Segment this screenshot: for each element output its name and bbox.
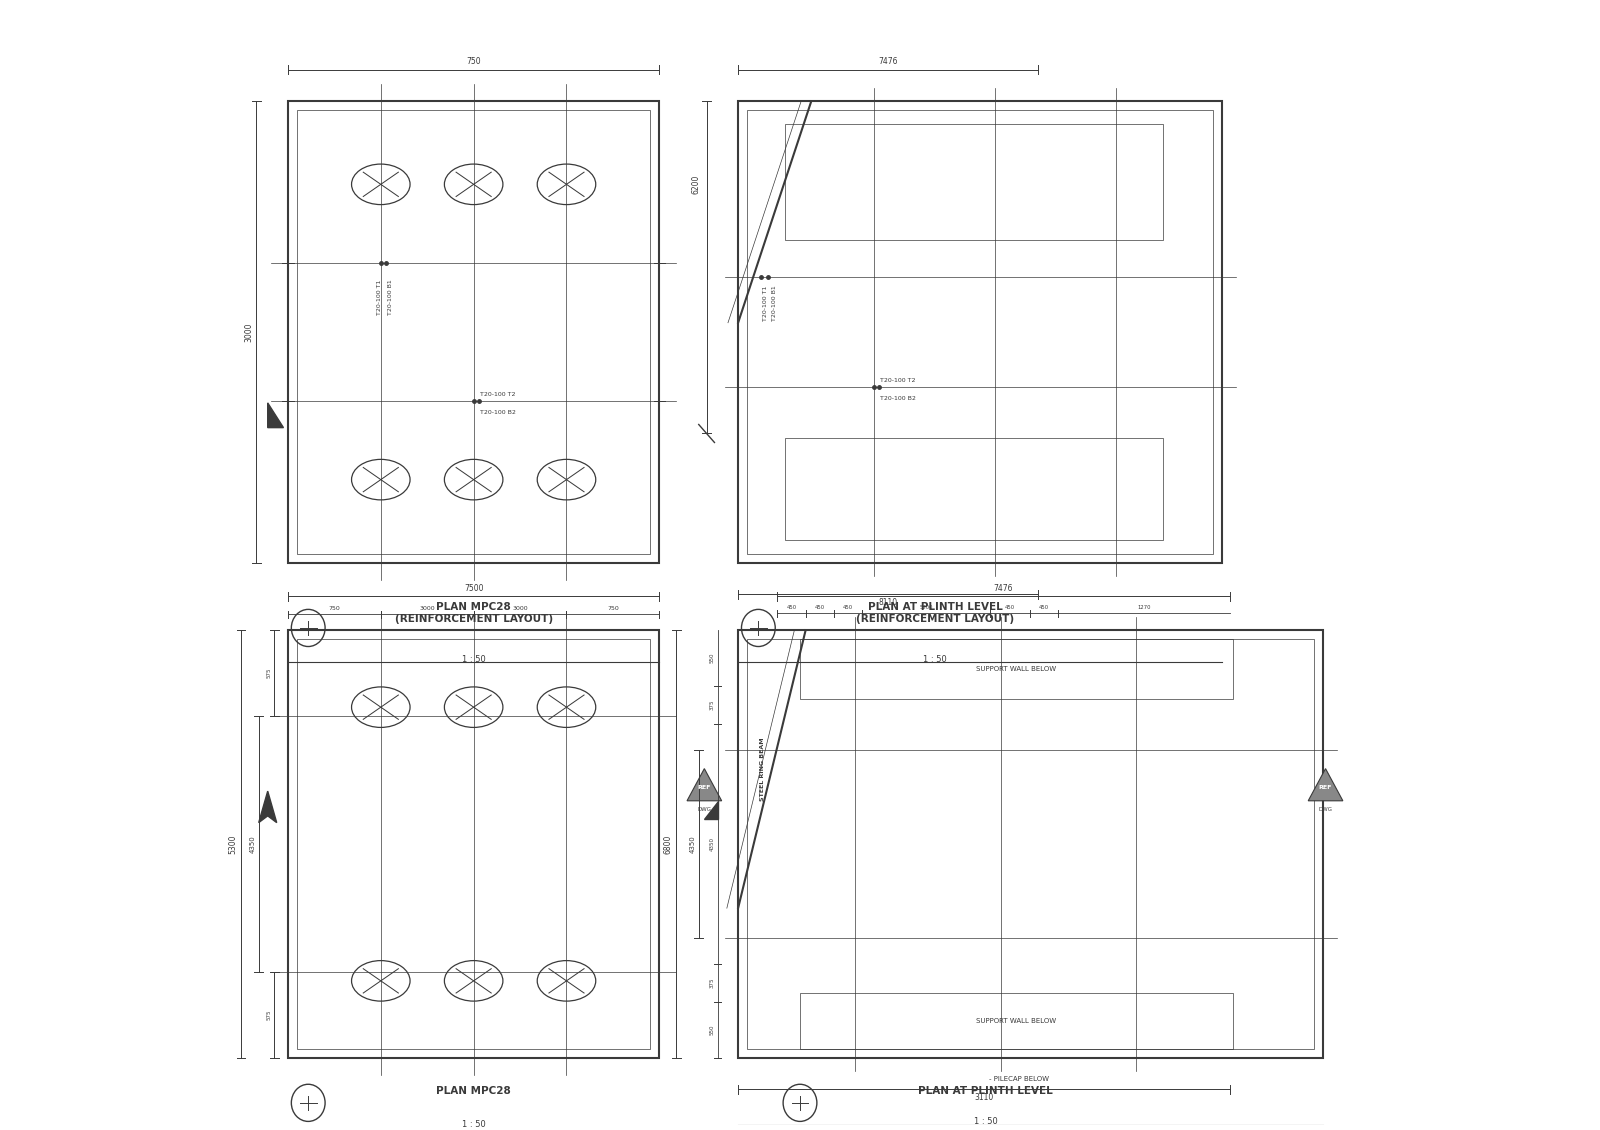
Text: PLAN AT PLINTH LEVEL
(REINFORCEMENT LAYOUT): PLAN AT PLINTH LEVEL (REINFORCEMENT LAYO…	[856, 602, 1014, 624]
Bar	[288, 631, 659, 1058]
Text: 1 : 50: 1 : 50	[974, 1118, 997, 1127]
Text: SUPPORT WALL BELOW: SUPPORT WALL BELOW	[976, 666, 1056, 672]
Text: 550: 550	[709, 1025, 715, 1035]
Ellipse shape	[538, 960, 595, 1001]
Text: 550: 550	[709, 653, 715, 663]
Text: 575: 575	[266, 668, 270, 678]
Text: 1270: 1270	[1138, 605, 1150, 610]
Text: 4350: 4350	[250, 835, 256, 853]
Text: 7476: 7476	[878, 58, 898, 67]
Bar	[786, 438, 1163, 540]
Text: 575: 575	[266, 1010, 270, 1020]
Text: 5300: 5300	[229, 834, 237, 854]
Text: 3000: 3000	[419, 606, 435, 611]
Text: T20-100 B2: T20-100 B2	[480, 410, 517, 415]
Ellipse shape	[352, 164, 410, 205]
Text: T20-100 B1: T20-100 B1	[771, 285, 778, 321]
Text: 4350: 4350	[690, 835, 696, 853]
Bar	[298, 640, 650, 1049]
Text: 375: 375	[709, 699, 715, 711]
Text: T20-100 T1: T20-100 T1	[378, 280, 382, 315]
Text: 450: 450	[787, 605, 797, 610]
Text: T20-100 B2: T20-100 B2	[880, 396, 917, 401]
Text: STEEL RING BEAM: STEEL RING BEAM	[760, 738, 765, 801]
Text: 1 : 50: 1 : 50	[462, 1120, 485, 1129]
Text: 6800: 6800	[664, 834, 674, 853]
Text: PLAN MPC28
(REINFORCEMENT LAYOUT): PLAN MPC28 (REINFORCEMENT LAYOUT)	[395, 602, 552, 624]
Text: 1 : 50: 1 : 50	[462, 655, 485, 664]
Text: 750: 750	[606, 606, 619, 611]
Bar	[800, 640, 1234, 699]
Text: SUPPORT WALL BELOW: SUPPORT WALL BELOW	[976, 1018, 1056, 1024]
Text: 3000: 3000	[512, 606, 528, 611]
Text: T20-100 B1: T20-100 B1	[387, 279, 392, 315]
Text: T20-100 T2: T20-100 T2	[880, 377, 915, 383]
Text: 375: 375	[709, 977, 715, 989]
Bar	[800, 993, 1234, 1049]
Ellipse shape	[352, 687, 410, 728]
Text: 7476: 7476	[994, 584, 1013, 593]
Bar	[738, 631, 1323, 1058]
Bar	[747, 111, 1213, 554]
Text: 5200: 5200	[920, 605, 933, 610]
Ellipse shape	[291, 609, 325, 646]
Text: PLAN AT PLINTH LEVEL: PLAN AT PLINTH LEVEL	[918, 1086, 1053, 1096]
Ellipse shape	[291, 1085, 325, 1121]
Text: 3110: 3110	[974, 1093, 994, 1102]
Text: T20-100 T2: T20-100 T2	[480, 392, 515, 397]
Text: 450: 450	[1038, 605, 1048, 610]
Polygon shape	[686, 768, 722, 801]
Bar	[288, 102, 659, 563]
Text: 750: 750	[466, 58, 482, 67]
Text: 8110: 8110	[878, 598, 898, 607]
Text: 3000: 3000	[245, 322, 253, 341]
Ellipse shape	[445, 164, 502, 205]
Polygon shape	[704, 801, 718, 819]
Bar	[738, 102, 1222, 563]
Ellipse shape	[538, 460, 595, 499]
Text: 450: 450	[1005, 605, 1014, 610]
Ellipse shape	[445, 960, 502, 1001]
Text: REF: REF	[1318, 784, 1333, 790]
Polygon shape	[267, 403, 283, 427]
Text: T20-100 T1: T20-100 T1	[763, 286, 768, 321]
Ellipse shape	[782, 1085, 818, 1121]
Text: 450: 450	[843, 605, 853, 610]
Text: PLAN MPC28: PLAN MPC28	[437, 1086, 510, 1096]
Bar	[786, 124, 1163, 240]
Ellipse shape	[445, 687, 502, 728]
Ellipse shape	[445, 460, 502, 499]
Text: DWG: DWG	[1318, 807, 1333, 812]
Text: DWG: DWG	[698, 807, 712, 812]
Ellipse shape	[352, 960, 410, 1001]
Polygon shape	[1309, 768, 1342, 801]
Text: 750: 750	[328, 606, 341, 611]
Text: 450: 450	[814, 605, 824, 610]
Text: 6200: 6200	[691, 175, 701, 194]
Text: 1 : 50: 1 : 50	[923, 655, 947, 664]
Ellipse shape	[352, 460, 410, 499]
Bar	[747, 640, 1314, 1049]
Text: REF: REF	[698, 784, 710, 790]
Text: - PILECAP BELOW: - PILECAP BELOW	[989, 1076, 1050, 1081]
Text: 4350: 4350	[709, 837, 715, 851]
Ellipse shape	[538, 687, 595, 728]
Text: 7500: 7500	[464, 584, 483, 593]
Ellipse shape	[741, 609, 776, 646]
Bar	[298, 111, 650, 554]
Ellipse shape	[538, 164, 595, 205]
Polygon shape	[259, 791, 277, 823]
